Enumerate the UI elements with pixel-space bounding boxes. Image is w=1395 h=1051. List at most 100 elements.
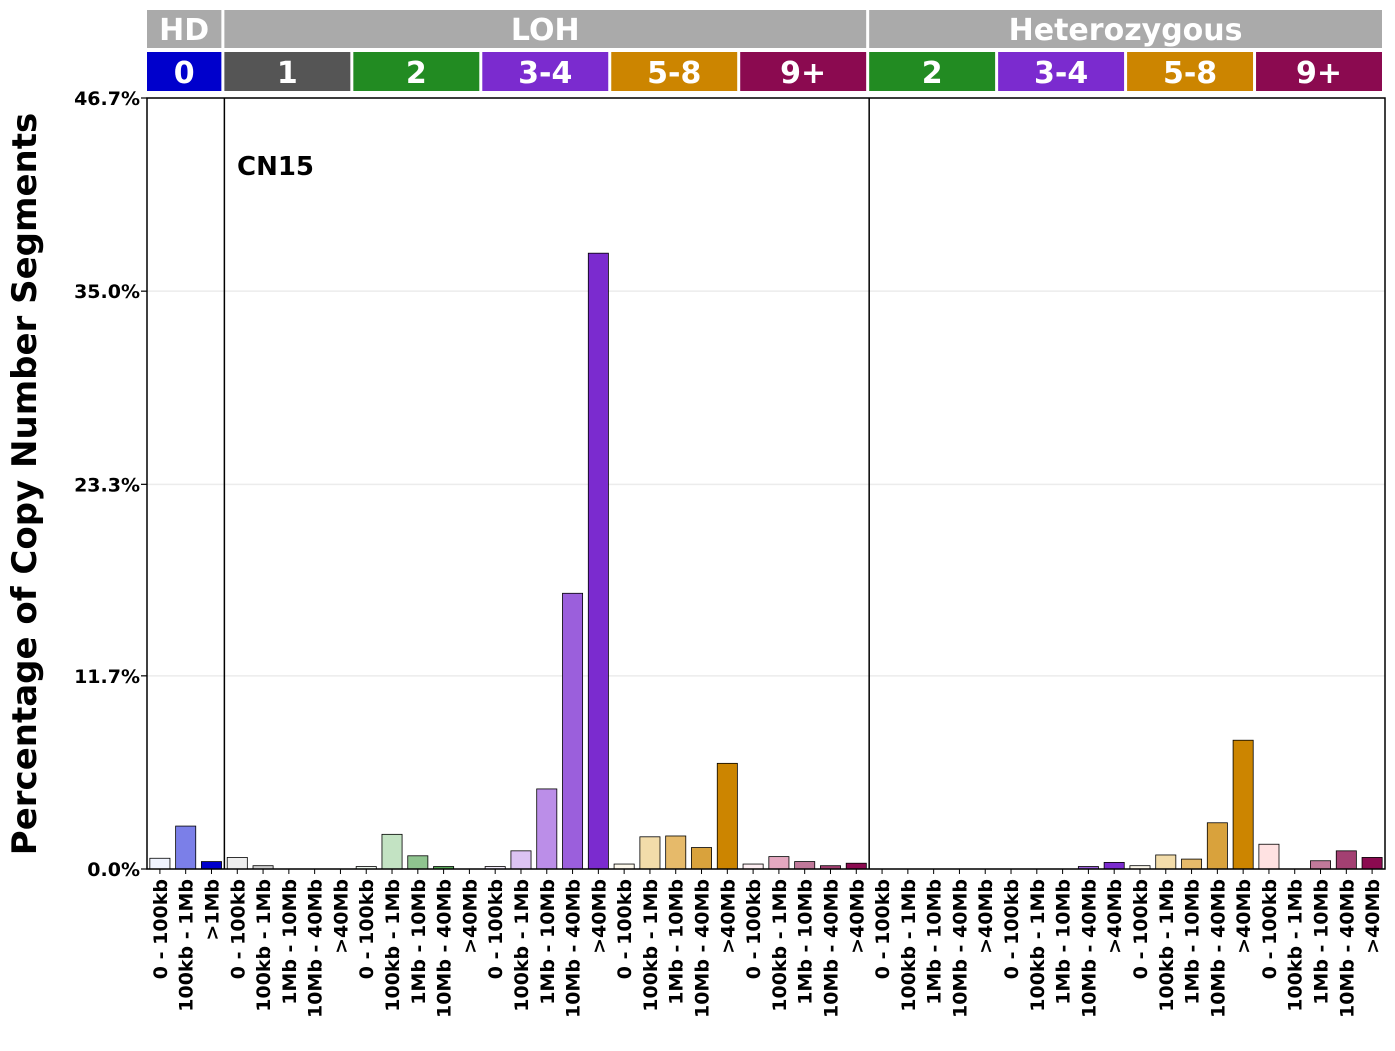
x-tick-label: 10Mb - 40Mb — [1207, 879, 1229, 1018]
header-group-label: HD — [159, 13, 209, 48]
x-axis: 0 - 100kb 100kb - 1Mb >1Mb 0 - 100kb 100kb -… — [150, 869, 1384, 1018]
x-tick-label: 0 - 100kb — [1130, 879, 1152, 979]
x-tick-label: 0 - 100kb — [614, 879, 636, 979]
category-header: HD LOH Heterozygous 0 1 2 3-4 5-8 9+ 2 3-4 5-8 9+ — [147, 10, 1382, 91]
bar — [768, 856, 790, 870]
header-subgroup-label: 3-4 — [518, 56, 572, 91]
header-subgroup-label: 5-8 — [1163, 56, 1217, 91]
bars — [149, 252, 1383, 870]
bar — [794, 861, 816, 870]
x-tick-label: 0 - 100kb — [1001, 879, 1023, 979]
header-group-0 — [147, 10, 222, 48]
bar — [407, 855, 429, 870]
x-tick-label: >40Mb — [1233, 879, 1255, 954]
x-tick-label: 10Mb - 40Mb — [1336, 879, 1358, 1018]
bar — [691, 847, 712, 870]
x-tick-label: 100kb - 1Mb — [1285, 879, 1307, 1012]
header-group-1 — [224, 10, 867, 48]
x-tick-label: 10Mb - 40Mb — [1078, 879, 1100, 1018]
x-tick-label: 10Mb - 40Mb — [949, 879, 971, 1018]
x-tick-label: 10Mb - 40Mb — [820, 879, 842, 1018]
bar — [639, 836, 661, 870]
bar — [1310, 860, 1331, 870]
y-tick-label: 0.0% — [87, 859, 140, 881]
x-tick-label: >40Mb — [717, 879, 739, 954]
header-subgroup-8 — [1127, 52, 1254, 91]
bar — [1155, 854, 1177, 870]
bar — [1103, 861, 1125, 870]
header-subgroup-0 — [147, 52, 222, 91]
header-subgroup-9 — [1256, 52, 1382, 91]
x-tick-label: 0 - 100kb — [150, 879, 172, 979]
signature-annotation: CN15 — [237, 152, 314, 182]
header-group-label: Heterozygous — [1009, 13, 1243, 48]
x-tick-label: 100kb - 1Mb — [382, 879, 404, 1012]
x-tick-label: 0 - 100kb — [356, 879, 378, 979]
x-tick-label: 0 - 100kb — [485, 879, 507, 979]
gridlines — [147, 97, 1385, 870]
bar — [1361, 857, 1383, 870]
x-tick-label: 0 - 100kb — [872, 879, 894, 979]
x-tick-label: 100kb - 1Mb — [640, 879, 662, 1012]
plot-frame — [146, 97, 1386, 870]
header-subgroup-label: 2 — [406, 56, 427, 91]
bar — [1335, 850, 1357, 870]
header-subgroup-4 — [611, 52, 738, 91]
header-subgroup-6 — [869, 52, 996, 91]
x-tick-label: 1Mb - 10Mb — [666, 879, 688, 1005]
x-tick-label: >40Mb — [330, 879, 352, 954]
x-tick-label: 100kb - 1Mb — [253, 879, 275, 1012]
x-tick-label: 1Mb - 10Mb — [795, 879, 817, 1005]
x-tick-label: 100kb - 1Mb — [511, 879, 533, 1012]
y-tick-label: 23.3% — [74, 474, 140, 496]
x-tick-label: 0 - 100kb — [743, 879, 765, 979]
x-tick-label: 10Mb - 40Mb — [305, 879, 327, 1018]
y-axis: 0.0% 11.7% 23.3% 35.0% 46.7% — [74, 88, 147, 881]
header-subgroup-label: 5-8 — [647, 56, 701, 91]
x-tick-label: 1Mb - 10Mb — [1311, 879, 1333, 1005]
header-subgroup-1 — [224, 52, 351, 91]
header-group-2 — [869, 10, 1382, 48]
x-tick-label: 100kb - 1Mb — [176, 879, 198, 1012]
y-tick-label: 35.0% — [74, 281, 140, 303]
header-subgroup-label: 2 — [922, 56, 943, 91]
x-tick-label: >40Mb — [459, 879, 481, 954]
x-tick-label: 100kb - 1Mb — [1156, 879, 1178, 1012]
header-subgroup-3 — [482, 52, 609, 91]
bar — [665, 835, 687, 870]
bar — [381, 833, 403, 870]
x-tick-label: >1Mb — [201, 879, 223, 941]
x-tick-label: 1Mb - 10Mb — [1182, 879, 1204, 1005]
header-subgroup-label: 9+ — [1296, 56, 1342, 91]
bar — [1181, 858, 1203, 870]
x-tick-label: 1Mb - 10Mb — [924, 879, 946, 1005]
y-tick-label: 46.7% — [74, 88, 140, 110]
header-group-label: LOH — [511, 13, 580, 48]
x-tick-label: >40Mb — [1104, 879, 1126, 954]
bar — [536, 788, 558, 870]
y-tick-label: 11.7% — [74, 666, 140, 688]
header-subgroup-label: 3-4 — [1034, 56, 1088, 91]
x-tick-label: 1Mb - 10Mb — [537, 879, 559, 1005]
bar — [510, 850, 532, 870]
plot-border — [146, 97, 1386, 870]
x-tick-label: 10Mb - 40Mb — [692, 879, 714, 1018]
x-tick-label: 1Mb - 10Mb — [1053, 879, 1075, 1005]
x-tick-label: 1Mb - 10Mb — [408, 879, 430, 1005]
x-tick-label: >40Mb — [1362, 879, 1384, 954]
x-tick-label: 100kb - 1Mb — [1027, 879, 1049, 1012]
x-tick-label: >40Mb — [588, 879, 610, 954]
x-tick-label: >40Mb — [975, 879, 997, 954]
bar — [716, 762, 738, 870]
header-subgroup-label: 0 — [174, 56, 195, 91]
bar — [845, 862, 867, 870]
header-subgroup-5 — [740, 52, 867, 91]
x-tick-label: 100kb - 1Mb — [898, 879, 920, 1012]
x-tick-label: 0 - 100kb — [1259, 879, 1281, 979]
x-tick-label: 100kb - 1Mb — [769, 879, 791, 1012]
header-subgroup-2 — [353, 52, 480, 91]
x-tick-label: 10Mb - 40Mb — [563, 879, 585, 1018]
header-subgroup-label: 1 — [277, 56, 298, 91]
y-axis-title: Percentage of Copy Number Segments — [5, 113, 45, 855]
